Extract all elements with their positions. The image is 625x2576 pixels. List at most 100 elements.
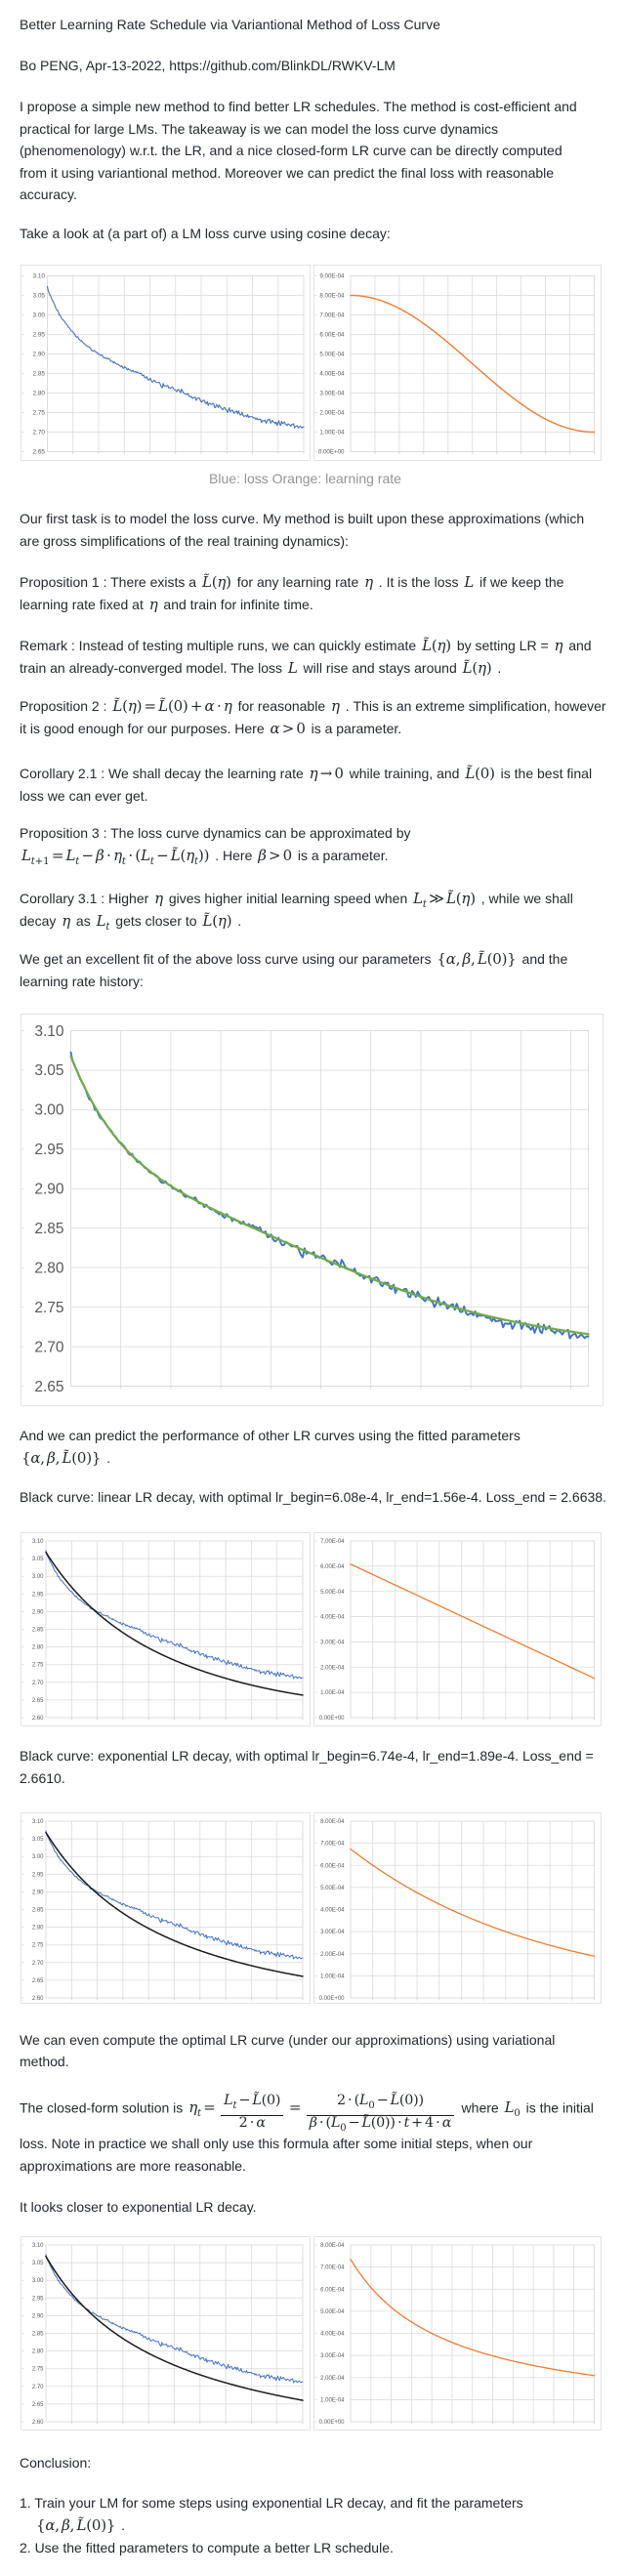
math-italic-run: t bbox=[194, 856, 199, 867]
math-italic-run: t bbox=[30, 856, 35, 867]
y-tick-label: 2.85 bbox=[32, 1907, 44, 1913]
math-upright-run: { bbox=[21, 1448, 31, 1467]
math-run: L̃(η) bbox=[202, 912, 231, 930]
math-italic-run: L̃ bbox=[390, 2092, 400, 2108]
math-italic-run: L bbox=[21, 847, 31, 864]
text-run: Proposition 1 : There exists a bbox=[20, 573, 200, 590]
text-run: gets closer to bbox=[111, 912, 201, 929]
text-run: decay bbox=[20, 912, 61, 929]
y-tick-label: 8.00E-04 bbox=[320, 2243, 345, 2249]
math-italic-run: L̃ bbox=[170, 847, 181, 864]
text-run: . bbox=[103, 1449, 110, 1466]
y-tick-label: 2.80 bbox=[32, 1644, 44, 1650]
y-tick-label: 1.00E-04 bbox=[320, 1974, 345, 1979]
y-tick-label: 3.00E-04 bbox=[319, 391, 345, 397]
math-run: η bbox=[149, 596, 158, 613]
black-exp: Black curve: exponential LR decay, with … bbox=[20, 1745, 607, 1789]
text-line: Proposition 3 : The loss curve dynamics … bbox=[20, 822, 607, 845]
y-tick-label: 2.90 bbox=[34, 1181, 64, 1197]
text-line: And we can predict the performance of ot… bbox=[20, 1425, 607, 1447]
math-italic-run: L bbox=[464, 572, 475, 591]
math-subscript: t bbox=[197, 2108, 201, 2119]
math-italic-run: L̃ bbox=[361, 2115, 371, 2132]
figure-linear: 3.10 3.05 3.00 2.95 2.90 2.85 2.80 2.75 2.70 2.65… bbox=[21, 1531, 602, 1726]
math-subscript: t bbox=[122, 856, 126, 867]
math-italic-run: η bbox=[437, 637, 446, 654]
text-run: and the bbox=[518, 951, 568, 967]
math-italic-run: L̃ bbox=[422, 637, 432, 654]
y-tick-label: 2.90 bbox=[32, 1609, 44, 1615]
text-run: . It is the loss bbox=[374, 573, 463, 590]
text-run: loss we can ever get. bbox=[20, 788, 148, 804]
math-fraction: 2 ⋅ (L0 − L̃(0)) β ⋅ (L0 − L̃(0)) ⋅ t + 4… bbox=[306, 2090, 455, 2134]
text-line: it is good enough for our purposes. Here… bbox=[20, 718, 607, 740]
math-upright-run: − bbox=[374, 2092, 391, 2108]
math-italic-run: β bbox=[96, 847, 104, 864]
math-upright-run: (0)} bbox=[486, 950, 517, 968]
text-run: loss. Note in practice we shall only use… bbox=[20, 2136, 533, 2152]
math-italic-run: L bbox=[96, 911, 106, 930]
y-tick-label: 2.65 bbox=[32, 1978, 44, 1984]
math-italic-run: η bbox=[331, 696, 340, 715]
math-italic-run: α bbox=[270, 719, 280, 737]
text-run: as bbox=[72, 912, 95, 929]
math-run: Lt ≫ L̃(η) bbox=[413, 889, 476, 910]
y-tick-label: 1.00E-04 bbox=[320, 2397, 345, 2403]
math-upright-run: → 0 bbox=[317, 765, 344, 782]
text-line: learning rate fixed at η and train for i… bbox=[20, 594, 607, 616]
text-run: . This is an extreme simplification, how… bbox=[341, 697, 606, 714]
math-upright-run: 2 ⋅ ( bbox=[336, 2092, 360, 2108]
text-run: We can even compute the optimal LR curve… bbox=[20, 2031, 556, 2048]
chart-lr-linear: 7.00E-04 6.00E-04 5.00E-04 4.00E-04 3.00E-04… bbox=[313, 1531, 602, 1726]
text-run: Blue: loss Orange: learning rate bbox=[209, 471, 401, 486]
math-run: η bbox=[62, 912, 70, 930]
text-run: practical for large LMs. The takeaway is… bbox=[20, 120, 498, 137]
y-tick-label: 3.05 bbox=[32, 2261, 44, 2266]
text-run: Bo PENG, Apr-13-2022, https://github.com… bbox=[20, 57, 396, 73]
text-line: Take a look at (a part of) a LM loss cur… bbox=[20, 223, 607, 245]
y-tick-label: 3.10 bbox=[32, 1819, 44, 1825]
math-italic-run: L̃ bbox=[202, 911, 213, 930]
math-italic-run: α bbox=[256, 2115, 266, 2132]
y-tick-label: 3.00 bbox=[32, 1854, 44, 1860]
math-upright-run: 0 bbox=[368, 2099, 375, 2111]
math-upright-run: ( bbox=[122, 696, 128, 715]
text-line: loss we can ever get. bbox=[20, 785, 607, 808]
math-run: L̃(η) bbox=[202, 573, 231, 591]
text-run: method. bbox=[20, 2054, 69, 2070]
text-run: it is good enough for our purposes. Here bbox=[20, 720, 269, 736]
math-upright-run: > 0 bbox=[266, 847, 292, 864]
y-tick-label: 6.00E-04 bbox=[319, 332, 345, 339]
math-italic-run: η bbox=[309, 765, 318, 782]
math-upright-run: ( bbox=[180, 847, 187, 864]
text-run: Our first task is to model the loss curv… bbox=[20, 511, 585, 526]
y-tick-label: 3.00E-04 bbox=[320, 2353, 345, 2359]
text-line: 2. Use the fitted parameters to compute … bbox=[20, 2537, 607, 2559]
text-line: {α, β, L̃(0)} . bbox=[20, 2514, 607, 2537]
math-italic-run: α bbox=[30, 1448, 41, 1467]
chart-lr-exp: 8.00E-04 7.00E-04 6.00E-04 5.00E-04 4.00E-04… bbox=[313, 1811, 602, 2004]
text-line: Corollary 2.1 : We shall decay the learn… bbox=[20, 763, 607, 785]
math-italic-run: η bbox=[461, 889, 471, 907]
figure-exp: 3.10 3.05 3.00 2.95 2.90 2.85 2.80 2.75 2.70 2.65… bbox=[21, 1811, 602, 2004]
math-subscript: 0 bbox=[514, 2108, 520, 2119]
y-tick-label: 6.00E-04 bbox=[320, 2287, 345, 2293]
text-run: Proposition 3 : The loss curve dynamics … bbox=[20, 825, 411, 841]
math-italic-run: t bbox=[149, 856, 154, 867]
math-italic-run: η bbox=[127, 696, 137, 715]
y-tick-label: 1.00E-04 bbox=[320, 1690, 345, 1696]
math-italic-run: η bbox=[217, 572, 227, 591]
math-run: L bbox=[464, 573, 474, 591]
math-italic-run: L̃ bbox=[465, 765, 476, 782]
corollary-2-1: Corollary 2.1 : We shall decay the learn… bbox=[20, 763, 607, 808]
proposition-1: Proposition 1 : There exists a L̃(η) for… bbox=[20, 571, 607, 616]
plot-area bbox=[350, 1540, 595, 1719]
text-run: learning rate fixed at bbox=[20, 596, 147, 612]
y-tick-label: 2.00E-04 bbox=[320, 1952, 345, 1958]
chart-canvas-lr-optimal: 8.00E-04 7.00E-04 6.00E-04 5.00E-04 4.00E-04… bbox=[314, 2243, 596, 2426]
text-line: Blue: loss Orange: learning rate bbox=[21, 468, 590, 490]
text-line: 1. Train your LM for some steps using ex… bbox=[20, 2492, 607, 2514]
text-line: 2.6610. bbox=[20, 1767, 607, 1790]
math-upright-run: ) bbox=[470, 889, 476, 907]
